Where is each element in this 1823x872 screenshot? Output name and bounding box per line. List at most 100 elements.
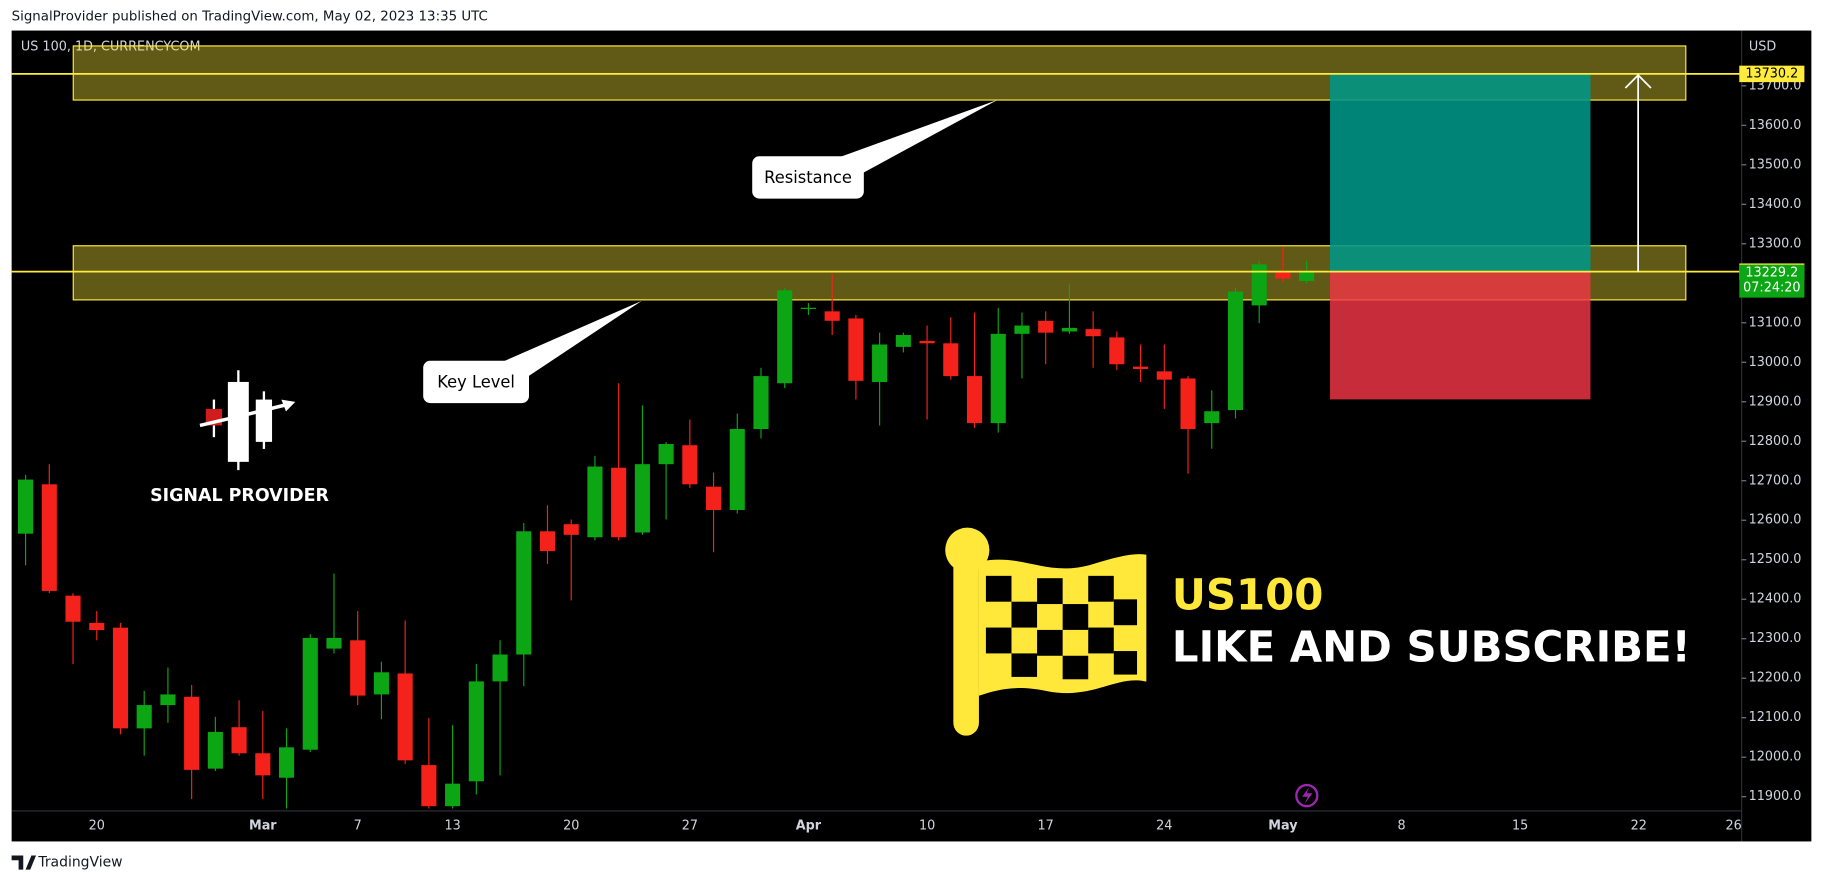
stop-zone: [1330, 271, 1591, 400]
candle-body: [89, 622, 105, 631]
x-tick-label: 17: [1038, 819, 1054, 834]
promo-text: LIKE AND SUBSCRIBE!: [1172, 622, 1691, 671]
x-tick-label: 10: [919, 819, 935, 834]
callout-pointer: [828, 99, 998, 178]
y-tick-label: 12500.0: [1749, 552, 1802, 567]
target-zone: [1330, 73, 1591, 272]
x-tick-label: 24: [1156, 819, 1172, 834]
candle-body: [326, 637, 342, 649]
callout-box: [752, 156, 864, 199]
candle-body: [41, 484, 57, 591]
candle-body: [919, 340, 935, 344]
brand-name: SIGNAL PROVIDER: [150, 486, 329, 506]
x-tick-label: 26: [1726, 819, 1742, 834]
price-tag: [1739, 65, 1805, 83]
x-tick-label: 15: [1512, 819, 1528, 834]
candle-body: [468, 681, 484, 782]
candle-body: [302, 637, 318, 750]
y-tick-label: 12400.0: [1749, 592, 1802, 607]
candle-body: [966, 376, 983, 424]
candle-body: [1275, 271, 1291, 279]
candle-body: [160, 694, 176, 706]
y-tick-label: 12200.0: [1749, 671, 1802, 686]
candle-body: [800, 307, 817, 309]
callout-label: Resistance: [764, 168, 852, 187]
candle-body: [184, 696, 200, 770]
y-tick-label: 13100.0: [1749, 315, 1802, 330]
arrow-head: [1624, 73, 1652, 89]
candle-body: [611, 467, 627, 538]
candle-body: [1014, 325, 1030, 334]
candle-body: [1085, 329, 1101, 337]
y-tick-label: 13600.0: [1749, 118, 1802, 133]
candle-body: [682, 445, 698, 485]
candle-body: [824, 311, 840, 321]
promo-symbol: US100: [1172, 571, 1323, 620]
candle-body: [373, 672, 389, 695]
x-tick-label: Apr: [796, 819, 822, 834]
x-tick-label: 8: [1397, 819, 1405, 834]
candle-body: [895, 335, 911, 347]
brand-logo: [199, 370, 296, 471]
y-tick-label: 12800.0: [1749, 434, 1802, 449]
candle-body: [1251, 264, 1267, 306]
y-tick-label: 13400.0: [1749, 197, 1802, 212]
y-tick-label: 12100.0: [1749, 710, 1802, 725]
x-tick-label: 27: [682, 819, 698, 834]
countdown: 07:24:20: [1743, 281, 1800, 296]
candle-body: [729, 429, 745, 510]
candle-body: [1227, 291, 1244, 411]
price-tag-label: 13730.2: [1745, 66, 1798, 81]
y-tick-label: 12000.0: [1749, 750, 1802, 765]
replay-icon: [1295, 783, 1319, 808]
candle-body: [539, 531, 556, 552]
candle-body: [563, 524, 579, 535]
callout-box: [423, 360, 529, 404]
candle-body: [1204, 411, 1220, 424]
x-tick-label: Mar: [249, 819, 277, 834]
x-tick-label: 7: [354, 819, 362, 834]
candle-body: [421, 765, 437, 807]
y-tick-label: 13000.0: [1749, 355, 1802, 370]
candle-body: [1156, 371, 1172, 380]
callout-pointer: [494, 300, 642, 382]
candle-body: [943, 343, 959, 377]
flag-icon: [945, 527, 1147, 736]
y-tick-label: 12700.0: [1749, 473, 1802, 488]
y-tick-label: 13500.0: [1749, 157, 1802, 172]
candle-body: [112, 627, 129, 729]
y-tick-label: 12600.0: [1749, 513, 1802, 528]
candle-body: [1180, 378, 1196, 430]
x-tick-label: 13: [444, 819, 460, 834]
y-tick-label: 13300.0: [1749, 236, 1802, 251]
candle-body: [65, 595, 81, 622]
candle-body: [231, 727, 247, 754]
candle-body: [18, 479, 34, 534]
candle-body: [1061, 327, 1077, 332]
candle-body: [445, 783, 461, 807]
candle-body: [705, 486, 722, 510]
x-tick-label: 22: [1631, 819, 1647, 834]
candle-body: [397, 673, 413, 761]
header: SignalProvider published on TradingView.…: [12, 9, 488, 24]
y-tick-label: 11900.0: [1749, 789, 1802, 804]
last-price-tag: [1739, 264, 1805, 298]
candle-body: [753, 376, 769, 430]
symbol-title: US 100, 1D, CURRENCYCOM: [21, 39, 201, 54]
candle-body: [255, 753, 271, 776]
candle-body: [634, 464, 650, 533]
candle-body: [990, 333, 1006, 424]
candle-body: [1133, 366, 1149, 369]
tv-logo: [11, 855, 37, 870]
currency: USD: [1749, 39, 1776, 54]
candle-body: [658, 444, 674, 465]
x-tick-label: 20: [89, 819, 105, 834]
y-tick-label: 12900.0: [1749, 394, 1802, 409]
candle-body: [1299, 271, 1315, 281]
candle-body: [1109, 337, 1125, 365]
candle-body: [516, 531, 532, 655]
candle-body: [492, 654, 508, 682]
x-tick-label: May: [1268, 819, 1298, 834]
